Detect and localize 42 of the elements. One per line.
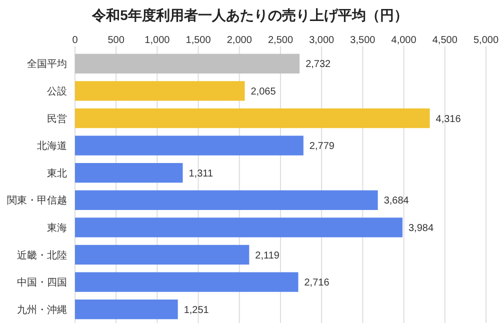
data-label: 2,065 bbox=[250, 86, 276, 98]
data-label: 2,716 bbox=[304, 278, 330, 289]
bar bbox=[75, 300, 178, 320]
x-tick-label: 1,000 bbox=[144, 35, 170, 46]
bar bbox=[75, 272, 298, 292]
x-tick-label: 3,000 bbox=[309, 35, 335, 46]
data-label: 1,251 bbox=[184, 304, 210, 316]
bar bbox=[75, 244, 250, 265]
x-tick-label: 500 bbox=[108, 35, 125, 46]
x-tick-label: 0 bbox=[72, 35, 78, 46]
y-tick-label: 全国平均 bbox=[27, 58, 67, 70]
y-tick-label: 公設 bbox=[47, 85, 67, 98]
x-tick-label: 4,000 bbox=[391, 35, 417, 46]
y-tick-label: 関東・甲信越 bbox=[7, 194, 67, 207]
x-tick-label: 3,500 bbox=[350, 35, 376, 46]
x-tick-label: 1,500 bbox=[186, 35, 212, 46]
y-tick-label: 東海 bbox=[47, 222, 67, 234]
y-tick-label: 東北 bbox=[47, 167, 67, 180]
data-label: 3,684 bbox=[384, 196, 410, 207]
chart-title: 令和5年度利用者一人あたりの売り上げ平均（円） bbox=[91, 7, 408, 23]
bar bbox=[75, 163, 183, 183]
bar bbox=[75, 136, 304, 156]
x-tick-label: 4,500 bbox=[432, 35, 458, 46]
data-label: 2,119 bbox=[255, 250, 280, 262]
bar bbox=[75, 108, 430, 128]
y-tick-label: 近畿・北陸 bbox=[17, 249, 67, 262]
x-tick-label: 5,000 bbox=[473, 35, 499, 46]
data-label: 4,316 bbox=[436, 114, 462, 125]
data-label: 2,732 bbox=[306, 59, 332, 70]
y-tick-label: 九州・沖縄 bbox=[17, 304, 67, 316]
bar bbox=[75, 81, 245, 101]
data-label: 2,779 bbox=[309, 141, 335, 152]
y-tick-label: 北海道 bbox=[37, 140, 67, 152]
bar bbox=[75, 218, 402, 238]
bar bbox=[75, 54, 300, 74]
data-label: 3,984 bbox=[408, 222, 434, 234]
x-tick-label: 2,500 bbox=[268, 35, 294, 46]
y-tick-label: 中国・四国 bbox=[17, 276, 67, 289]
x-tick-label: 2,000 bbox=[226, 35, 252, 46]
data-label: 1,311 bbox=[188, 168, 214, 180]
bar bbox=[75, 190, 378, 210]
y-tick-label: 民営 bbox=[47, 112, 67, 125]
